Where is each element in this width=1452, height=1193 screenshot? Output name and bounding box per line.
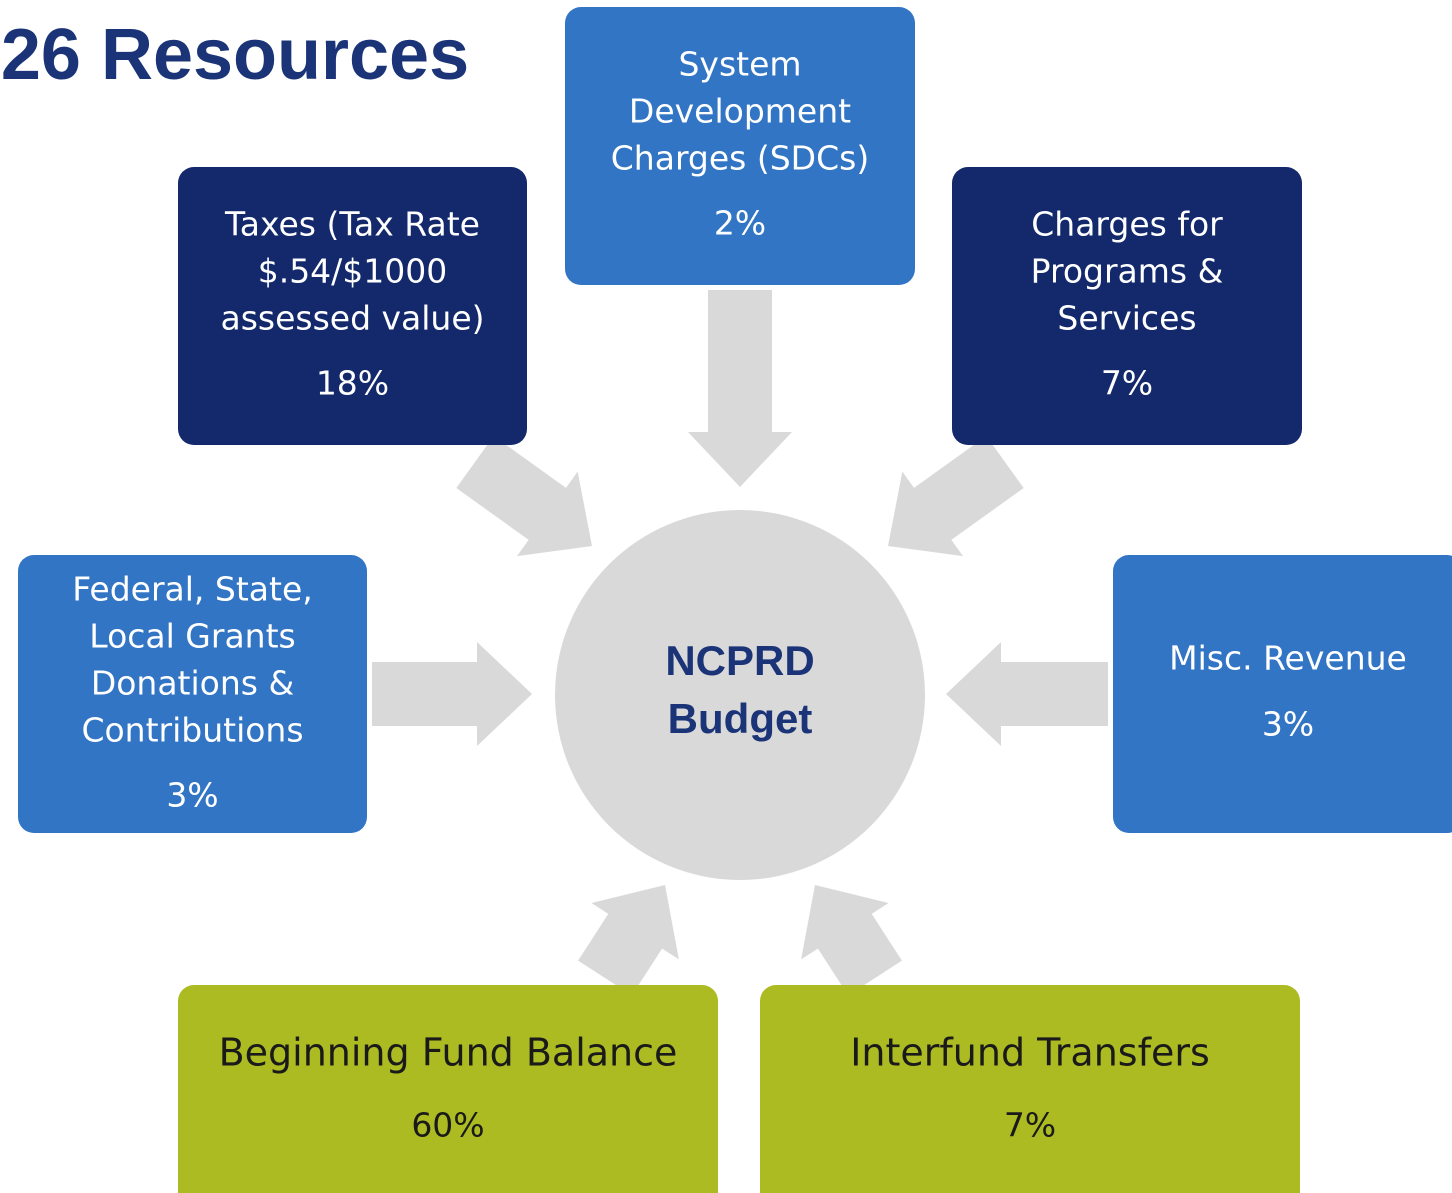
node: Charges for Programs & Services 7% bbox=[952, 167, 1302, 445]
node-label: Services bbox=[1057, 299, 1196, 338]
node-box bbox=[952, 167, 1302, 445]
arrow bbox=[887, 436, 1024, 557]
title: 26 Resources bbox=[1, 15, 469, 95]
node-label: Charges for bbox=[1031, 205, 1223, 244]
arrow bbox=[456, 436, 593, 557]
center-circle bbox=[555, 510, 925, 880]
arrow bbox=[578, 884, 679, 996]
node-label: Development bbox=[629, 92, 851, 131]
node-label: Taxes (Tax Rate bbox=[224, 205, 480, 244]
node-label: Donations & bbox=[91, 664, 294, 703]
node-box bbox=[565, 7, 915, 285]
arrow bbox=[688, 290, 792, 487]
node: Beginning Fund Balance 60% bbox=[178, 985, 718, 1193]
arrows bbox=[372, 290, 1108, 996]
node-box bbox=[18, 555, 367, 833]
node-label: Beginning Fund Balance bbox=[219, 1031, 678, 1075]
node-label: System bbox=[678, 45, 801, 84]
node-box bbox=[760, 985, 1300, 1193]
node-label: Federal, State, bbox=[72, 570, 313, 609]
node: Taxes (Tax Rate $.54/$1000 assessed value)… bbox=[178, 167, 527, 445]
node: Interfund Transfers 7% bbox=[760, 985, 1300, 1193]
node-value: 2% bbox=[714, 204, 766, 243]
node-box bbox=[178, 985, 718, 1193]
node-label: Programs & bbox=[1031, 252, 1224, 291]
node-box bbox=[1113, 555, 1452, 833]
arrow bbox=[946, 642, 1108, 746]
arrow bbox=[372, 642, 532, 746]
arrow bbox=[801, 885, 902, 996]
node-value: 3% bbox=[1262, 705, 1314, 744]
node-label: Interfund Transfers bbox=[850, 1031, 1210, 1075]
node-value: 18% bbox=[316, 364, 389, 403]
node: Federal, State, Local Grants Donations & Co… bbox=[18, 555, 367, 833]
center-label: NCPRD bbox=[665, 637, 814, 684]
node-label: Charges (SDCs) bbox=[611, 139, 869, 178]
node-box bbox=[178, 167, 527, 445]
node-value: 7% bbox=[1101, 364, 1153, 403]
node-value: 3% bbox=[166, 776, 218, 815]
node-label: Contributions bbox=[81, 711, 303, 750]
node-label: assessed value) bbox=[220, 299, 484, 338]
node-value: 60% bbox=[411, 1106, 484, 1145]
node-value: 7% bbox=[1004, 1106, 1056, 1145]
node-label: $.54/$1000 bbox=[258, 252, 448, 291]
node: System Development Charges (SDCs) 2% bbox=[565, 7, 915, 285]
node-label: Local Grants bbox=[89, 617, 295, 656]
node-label: Misc. Revenue bbox=[1169, 639, 1407, 678]
node: Misc. Revenue 3% bbox=[1113, 555, 1452, 833]
center-label: Budget bbox=[668, 695, 813, 742]
